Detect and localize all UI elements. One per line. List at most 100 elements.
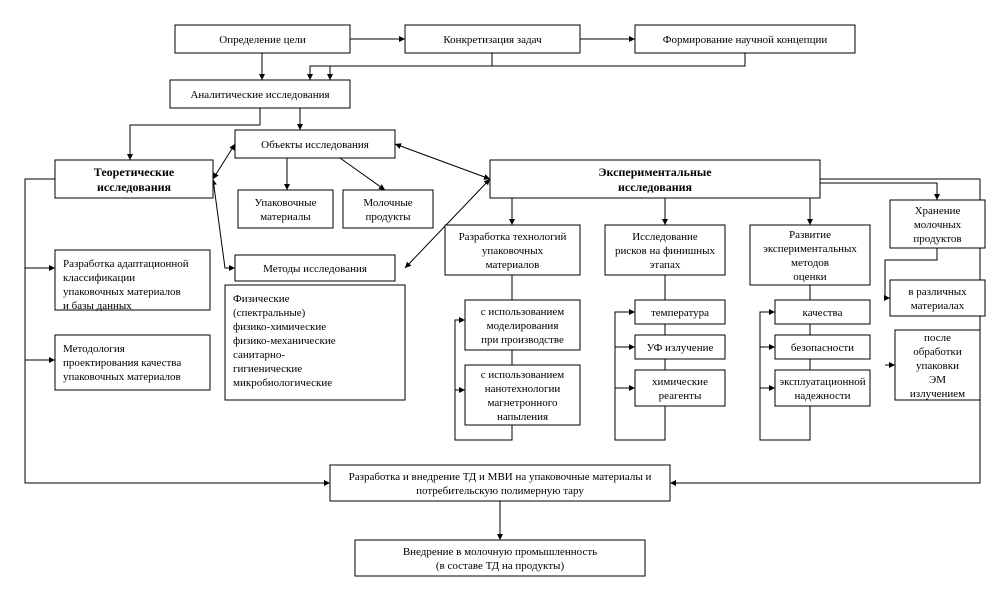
- node-dev_exp: Развитие экспериментальных методов оценки: [750, 225, 870, 285]
- node-milk_prod: Молочные продукты: [343, 190, 433, 228]
- node-label: Объекты исследования: [261, 139, 369, 151]
- node-label: химические: [652, 376, 708, 388]
- node-label: Внедрение в молочную промышленность: [403, 546, 597, 558]
- node-label: продукты: [365, 211, 411, 223]
- node-nano: с использованием нанотехнологии магнетронн…: [465, 365, 580, 425]
- node-label: в различных: [908, 286, 967, 298]
- node-label: проектирования качества: [63, 357, 181, 369]
- node-label: Разработка адаптационной: [63, 258, 189, 270]
- node-label: Исследование: [632, 231, 698, 243]
- flow-edge: [820, 183, 937, 200]
- node-label: методов: [791, 257, 829, 269]
- node-methods_hdr: Методы исследования: [235, 255, 395, 281]
- node-label: упаковочных материалов: [63, 286, 181, 298]
- node-quality: качества: [775, 300, 870, 324]
- node-risks: Исследование рисков на финишных этапах: [605, 225, 725, 275]
- node-label: упаковки: [916, 360, 959, 372]
- node-label: рисков на финишных: [615, 245, 716, 257]
- node-label: Определение цели: [219, 34, 306, 46]
- flow-edge: [213, 144, 235, 179]
- node-uv: УФ излучение: [635, 335, 725, 359]
- node-label: Методы исследования: [263, 263, 367, 275]
- node-label: Экспериментальные: [598, 165, 712, 179]
- node-label: Методология: [63, 343, 125, 355]
- node-label: при производстве: [481, 334, 564, 346]
- node-label: Теоретические: [94, 165, 175, 179]
- node-label: микробиологические: [233, 377, 332, 389]
- node-label: физико-механические: [233, 335, 336, 347]
- node-label: санитарно-: [233, 349, 285, 361]
- node-safety: безопасности: [775, 335, 870, 359]
- node-label: ЭМ: [929, 374, 946, 386]
- node-reliab: эксплуатационной надежности: [775, 370, 870, 406]
- node-label: материалы: [260, 211, 311, 223]
- node-concept: Формирование научной концепции: [635, 25, 855, 53]
- flow-edge: [330, 53, 745, 80]
- node-label: с использованием: [481, 306, 565, 318]
- node-label: Физические: [233, 293, 290, 305]
- node-storage: Хранениемолочныхпродуктов: [890, 200, 985, 248]
- node-label: физико-химические: [233, 321, 326, 333]
- node-td_mvi: Разработка и внедрение ТД и МВИ на упако…: [330, 465, 670, 501]
- node-impl: Внедрение в молочную промышленность (в со…: [355, 540, 645, 576]
- flow-edge: [213, 179, 235, 268]
- node-label: надежности: [794, 390, 850, 402]
- node-label: упаковочных материалов: [63, 371, 181, 383]
- node-label: (в составе ТД на продукты): [436, 560, 565, 572]
- node-label: Молочные: [363, 197, 412, 209]
- node-label: излучением: [910, 388, 965, 400]
- node-after_uv: после обработки упаковки ЭМ излучением: [895, 330, 980, 400]
- node-label: после: [924, 332, 951, 344]
- node-label: с использованием: [481, 369, 565, 381]
- node-label: молочных: [914, 219, 962, 231]
- node-label: обработки: [913, 346, 962, 358]
- node-label: материалах: [911, 300, 965, 312]
- node-methodol: Методология проектирования качества упаков…: [55, 335, 210, 390]
- node-label: исследования: [618, 180, 693, 194]
- node-label: УФ излучение: [647, 342, 714, 354]
- node-label: исследования: [97, 180, 172, 194]
- node-label: Хранение: [915, 205, 961, 217]
- node-methods_body: Физические (спектральные) физико-химически…: [225, 285, 405, 400]
- node-label: безопасности: [791, 342, 854, 354]
- node-label: магнетронного: [487, 397, 558, 409]
- node-label: упаковочных: [482, 245, 544, 257]
- node-label: классификации: [63, 272, 135, 284]
- node-temp: температура: [635, 300, 725, 324]
- node-label: Развитие: [789, 229, 831, 241]
- node-label: напыления: [497, 411, 548, 423]
- node-tasks: Конкретизация задач: [405, 25, 580, 53]
- flow-edge: [340, 158, 385, 190]
- node-label: (спектральные): [233, 307, 306, 319]
- node-chem: химические реагенты: [635, 370, 725, 406]
- node-dev_tech: Разработка технологий упаковочных материал…: [445, 225, 580, 275]
- node-theor: Теоретическиеисследования: [55, 160, 213, 198]
- node-label: этапах: [650, 259, 681, 271]
- node-label: Разработка и внедрение ТД и МВИ на упако…: [349, 471, 652, 483]
- node-objects: Объекты исследования: [235, 130, 395, 158]
- node-label: температура: [651, 307, 709, 319]
- node-goal: Определение цели: [175, 25, 350, 53]
- node-label: эксплуатационной: [779, 376, 865, 388]
- node-label: материалов: [486, 259, 540, 271]
- node-analytic: Аналитические исследования: [170, 80, 350, 108]
- node-label: экспериментальных: [763, 243, 857, 255]
- node-label: качества: [803, 307, 843, 319]
- node-label: оценки: [793, 271, 827, 283]
- node-label: реагенты: [659, 390, 702, 402]
- node-label: нанотехнологии: [485, 383, 561, 395]
- node-exper: Экспериментальныеисследования: [490, 160, 820, 198]
- node-adapt: Разработка адаптационной классификации упа…: [55, 250, 210, 312]
- node-label: Аналитические исследования: [190, 89, 329, 101]
- node-label: Конкретизация задач: [443, 34, 542, 46]
- node-in_mat: в различных материалах: [890, 280, 985, 316]
- node-label: Упаковочные: [255, 197, 317, 209]
- node-label: и базы данных: [63, 300, 132, 312]
- node-label: Разработка технологий: [459, 231, 567, 243]
- node-label: потребительскую полимерную тару: [416, 485, 584, 497]
- flow-edge: [395, 144, 490, 179]
- flowchart-canvas: Определение цели Конкретизация задач Форми…: [0, 0, 1001, 615]
- node-model: с использованием моделирования при произво…: [465, 300, 580, 350]
- node-label: Формирование научной концепции: [663, 34, 828, 46]
- node-label: моделирования: [487, 320, 559, 332]
